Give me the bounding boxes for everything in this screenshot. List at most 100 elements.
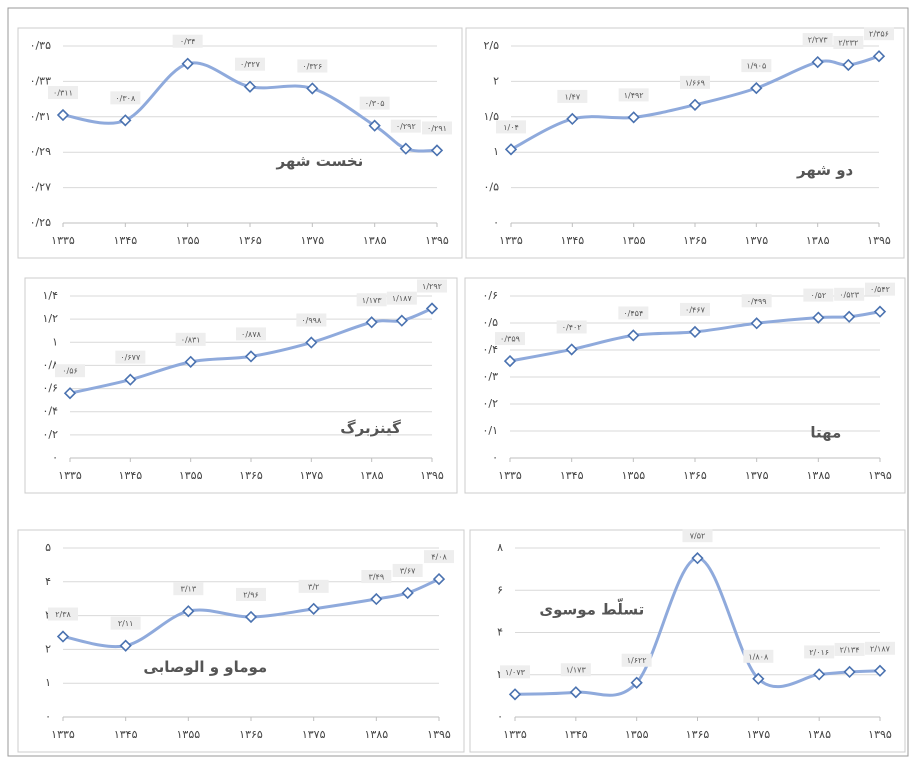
y-tick-label: ۰/۵ [483, 181, 499, 194]
value-label: ۱/۱۷۳ [566, 666, 587, 675]
value-label: ۳/۱۳ [181, 585, 197, 594]
value-label-box [55, 364, 85, 378]
x-tick-label: ۱۳۷۵ [300, 469, 324, 482]
x-tick-label: ۱۳۸۵ [806, 234, 830, 247]
x-tick-label: ۱۳۴۵ [561, 234, 585, 247]
value-label-box [804, 645, 835, 659]
marker [425, 302, 439, 315]
value-label: ۰/۲۹۱ [427, 124, 447, 133]
value-label-box [743, 649, 774, 663]
value-label-box [618, 306, 649, 320]
x-tick-label: ۱۳۹۵ [868, 469, 892, 482]
value-label: ۰/۴۵۴ [623, 309, 643, 318]
y-tick-label: ۰/۲ [42, 428, 58, 441]
x-tick-label: ۱۳۹۵ [425, 234, 449, 247]
value-label-box [496, 120, 526, 134]
marker [124, 373, 137, 386]
marker [430, 144, 444, 157]
x-tick-label: ۱۳۵۵ [177, 728, 201, 741]
marker [181, 57, 194, 70]
value-label-box [390, 119, 421, 133]
line [514, 556, 881, 697]
value-label-box [557, 89, 588, 103]
value-label-box [297, 59, 328, 73]
marker [843, 310, 856, 323]
value-label: ۰/۶۷۷ [120, 353, 141, 362]
panel [469, 529, 906, 753]
marker [401, 586, 414, 600]
value-label: ۰/۴۹۹ [747, 297, 767, 306]
value-label-box [359, 96, 390, 110]
value-label-box [173, 582, 204, 596]
marker [842, 58, 855, 72]
value-label-box [115, 350, 146, 364]
marker [630, 676, 643, 689]
marker [432, 572, 446, 586]
y-tick-label: ۸ [497, 541, 503, 554]
marker [307, 602, 320, 615]
y-tick-label: ۰/۱ [482, 424, 498, 437]
value-label: ۲/۱۸۷ [870, 644, 891, 653]
marker [119, 114, 132, 127]
marker [365, 316, 378, 329]
chart-title: گینزبرگ [340, 419, 401, 437]
y-tick-label: ۰/۲۹ [30, 145, 52, 158]
y-tick-label: ۰ [45, 710, 51, 723]
marker [504, 143, 518, 156]
value-label-box [865, 641, 895, 655]
value-label: ۰/۲۹۲ [396, 122, 416, 131]
x-tick-label: ۱۳۵۵ [625, 728, 649, 741]
y-tick-label: ۰ [493, 216, 499, 229]
value-label-box [834, 642, 865, 656]
y-tick-label: ۶ [497, 583, 503, 596]
x-tick-label: ۱۳۹۵ [420, 469, 444, 482]
chart-title: تسلّط موسوی [539, 598, 644, 618]
value-label: ۰/۵۲ [811, 291, 827, 300]
value-label-box [865, 282, 895, 296]
x-tick-label: ۱۳۳۵ [499, 234, 523, 247]
x-tick-label: ۱۳۳۵ [51, 728, 75, 741]
x-tick-label: ۱۳۵۵ [622, 234, 646, 247]
value-label: ۳/۲ [308, 582, 319, 591]
value-label-box [110, 91, 141, 105]
y-tick-label: ۰/۳۳ [30, 74, 52, 87]
marker [688, 98, 702, 111]
y-tick-label: ۱ [45, 676, 51, 689]
y-tick-label: ۱/۴ [42, 289, 58, 302]
y-tick-label: ۵ [45, 541, 51, 554]
value-label-box [621, 653, 652, 667]
value-label: ۱/۴۹۲ [624, 91, 644, 100]
value-label-box [110, 616, 141, 630]
panel [24, 277, 458, 494]
value-label: ۰/۹۹۸ [301, 316, 322, 325]
x-tick-label: ۱۳۹۵ [867, 234, 891, 247]
value-label: ۷/۵۲ [690, 532, 706, 541]
value-label: ۲/۳۸ [55, 610, 71, 619]
x-tick-label: ۱۳۷۵ [302, 728, 326, 741]
y-tick-label: ۰/۴ [42, 405, 58, 418]
x-tick-label: ۱۳۹۵ [427, 728, 451, 741]
x-tick-label: ۱۳۸۵ [807, 469, 831, 482]
y-tick-label: ۰/۳ [482, 370, 498, 383]
x-tick-label: ۱۳۶۵ [683, 469, 707, 482]
y-tick-label: ۱ [493, 145, 499, 158]
value-label-box [803, 288, 834, 302]
value-label: ۰/۳۵۹ [500, 335, 520, 344]
x-tick-label: ۱۳۸۵ [363, 234, 387, 247]
x-tick-label: ۱۳۴۵ [564, 728, 588, 741]
value-label: ۲/۱۱ [118, 619, 134, 628]
x-tick-label: ۱۳۴۵ [119, 469, 143, 482]
value-label-box [356, 293, 387, 307]
value-label: ۱/۶۶۹ [685, 78, 705, 87]
y-tick-label: ۱/۵ [483, 110, 499, 123]
value-label: ۲/۹۶ [243, 590, 259, 599]
value-label-box [680, 302, 710, 316]
y-tick-label: ۰ [492, 451, 498, 464]
value-label: ۰/۴۶۷ [685, 305, 706, 314]
marker [750, 81, 763, 95]
x-tick-label: ۱۳۳۵ [498, 469, 522, 482]
marker [691, 552, 704, 565]
value-label-box [175, 332, 206, 346]
marker [368, 119, 381, 132]
value-label: ۳/۴۹ [369, 573, 385, 582]
